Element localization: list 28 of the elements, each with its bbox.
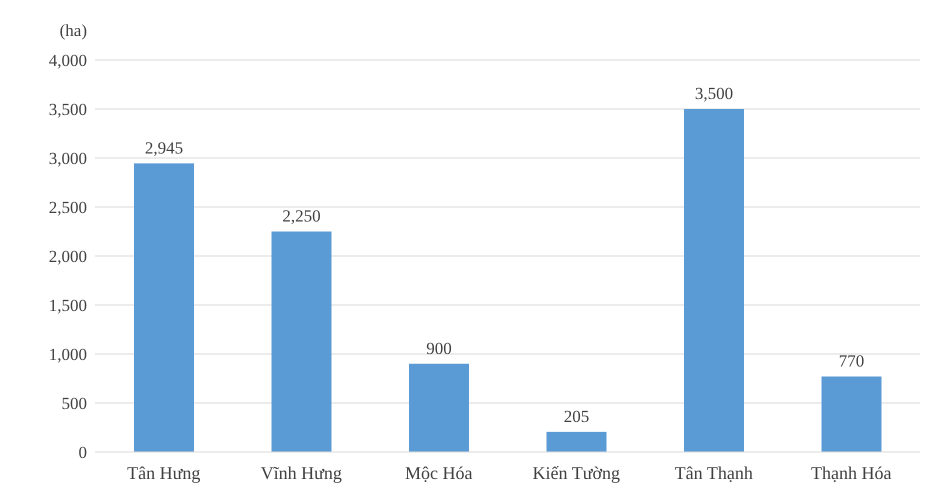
y-tick-label: 2,000: [48, 247, 87, 266]
bar: [684, 109, 744, 452]
bar: [272, 232, 332, 452]
x-tick-label: Tân Hưng: [127, 462, 200, 483]
data-label: 900: [426, 338, 452, 358]
bar: [546, 432, 606, 452]
data-label: 2,945: [144, 138, 184, 158]
y-tick-label: 0: [78, 443, 87, 462]
data-label: 3,500: [694, 84, 734, 103]
y-tick-label: 500: [62, 394, 87, 414]
x-tick-label: Tân Thạnh: [674, 462, 753, 483]
y-tick-label: 2,500: [48, 198, 87, 218]
y-tick-label: 3,500: [48, 100, 87, 120]
y-axis-title: (ha): [60, 21, 87, 40]
data-label: 770: [838, 352, 864, 371]
data-label: 205: [564, 406, 590, 426]
x-tick-label: Mộc Hóa: [405, 462, 472, 483]
data-label: 2,250: [282, 206, 321, 226]
bar: [822, 376, 882, 452]
y-tick-label: 3,000: [48, 149, 87, 168]
bar: [134, 163, 194, 452]
x-tick-label: Vĩnh Hưng: [260, 462, 342, 483]
y-tick-label: 1,000: [48, 345, 87, 364]
x-tick-label: Kiến Tường: [532, 462, 620, 483]
bar: [409, 364, 469, 452]
y-tick-label: 1,500: [48, 296, 87, 316]
y-tick-label: 4,000: [48, 51, 87, 70]
x-tick-label: Thạnh Hóa: [811, 462, 892, 483]
